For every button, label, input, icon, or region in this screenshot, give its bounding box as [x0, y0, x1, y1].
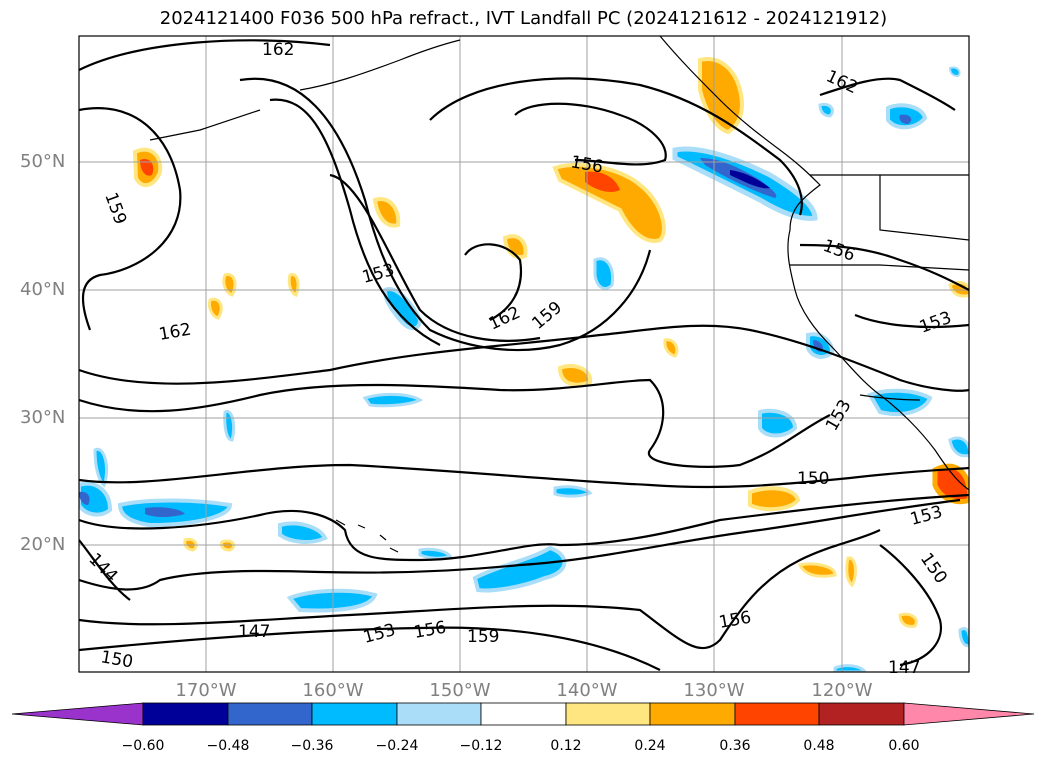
contour-label: 162 [262, 40, 294, 60]
lat-label: 40°N [20, 279, 66, 300]
lon-label: 140°W [556, 680, 618, 701]
graticule [79, 36, 969, 672]
colorbar [11, 702, 1035, 726]
lat-label: 30°N [20, 407, 66, 428]
colorbar-segment [311, 702, 398, 726]
colorbar-extend-high [903, 702, 1035, 726]
contour-label: 150 [797, 469, 829, 489]
colorbar-segment [649, 702, 736, 726]
lon-label: 170°W [175, 680, 237, 701]
colorbar-tick: −0.60 [121, 738, 165, 754]
map-frame [78, 35, 970, 673]
colorbar-tick: −0.12 [459, 738, 503, 754]
colorbar-tick: 0.24 [634, 738, 666, 754]
lon-label: 120°W [811, 680, 873, 701]
colorbar-tick: 0.36 [719, 738, 751, 754]
colorbar-segment [734, 702, 820, 726]
colorbar-tick: −0.48 [206, 738, 250, 754]
contour-label: 147 [238, 622, 270, 642]
contour-labels: 162 159 153 162 162 159 156 162 156 153 … [84, 40, 954, 678]
map-contents [79, 36, 969, 672]
colorbar-segment [396, 702, 482, 726]
colorbar-extend-low [11, 702, 144, 726]
colorbar-tick: −0.36 [290, 738, 334, 754]
contour-label: 159 [467, 627, 499, 647]
lat-label: 50°N [20, 151, 66, 172]
colorbar-tick: 0.60 [888, 738, 920, 754]
map-title: 2024121400 F036 500 hPa refract., IVT La… [159, 8, 888, 29]
contour-label: 147 [888, 658, 920, 678]
colorbar-segment [480, 702, 567, 726]
colorbar-segment [565, 702, 651, 726]
colorbar-segment [142, 702, 229, 726]
lon-label: 150°W [429, 680, 491, 701]
coastlines [149, 36, 969, 553]
lon-label: 130°W [683, 680, 745, 701]
lon-label: 160°W [302, 680, 364, 701]
height-contours [79, 39, 969, 671]
lat-label: 20°N [20, 534, 66, 555]
colorbar-tick: 0.12 [550, 738, 582, 754]
colorbar-segment [818, 702, 905, 726]
colorbar-tick: −0.24 [375, 738, 419, 754]
colorbar-tick: 0.48 [803, 738, 835, 754]
colorbar-segment [227, 702, 313, 726]
